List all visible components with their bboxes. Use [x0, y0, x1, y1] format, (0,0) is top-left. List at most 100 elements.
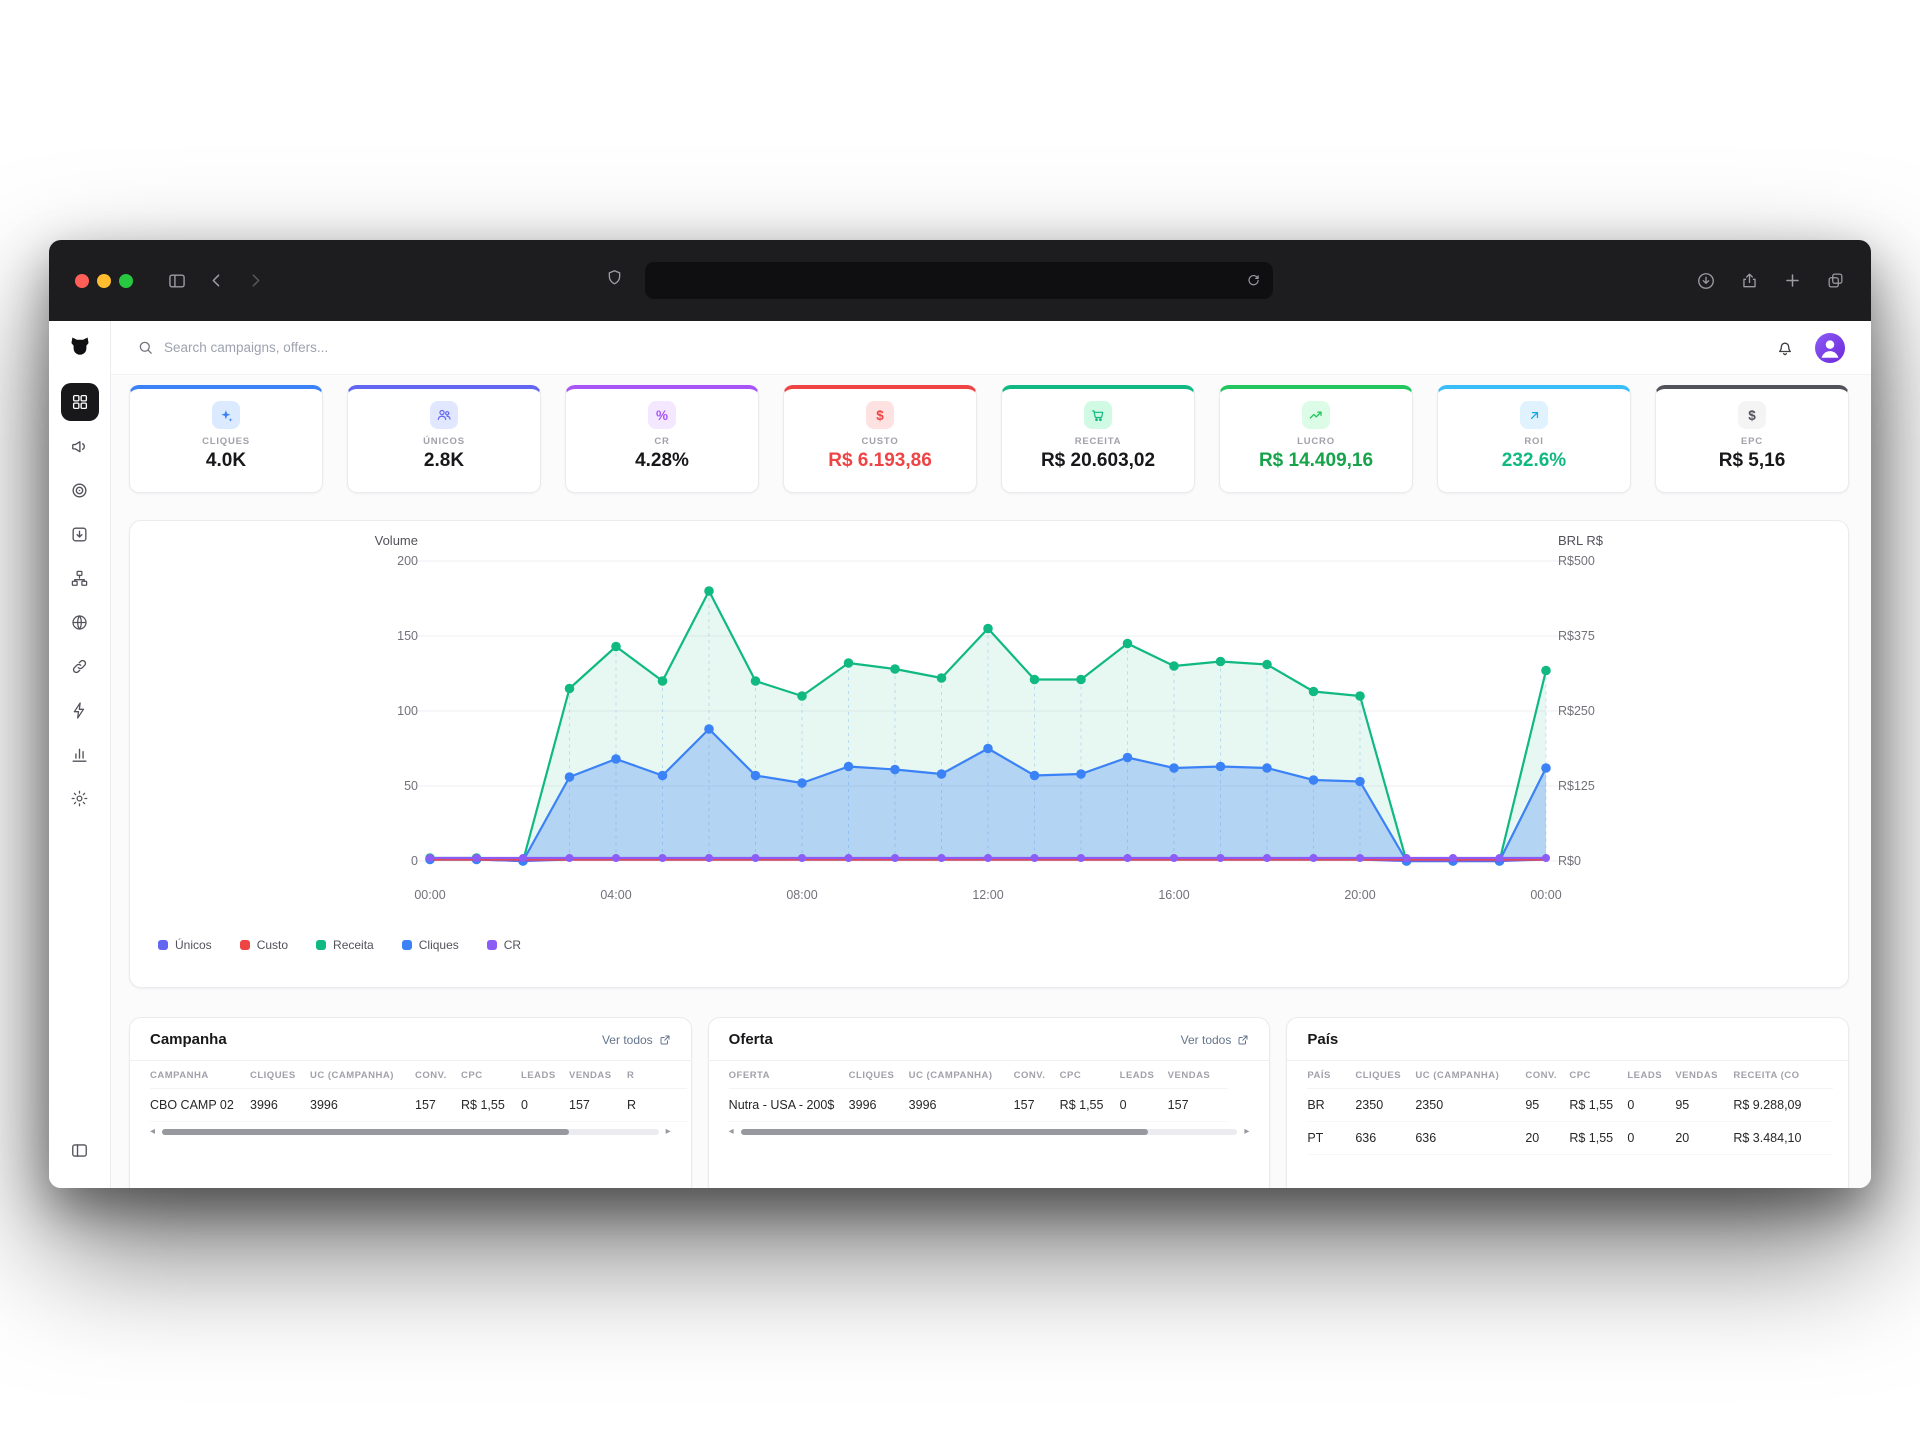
svg-text:0: 0	[411, 854, 418, 868]
view-all-link[interactable]: Ver todos	[602, 1033, 671, 1047]
share-icon[interactable]	[1740, 271, 1759, 290]
legend-item[interactable]: Custo	[239, 938, 289, 952]
table-cell: 95	[1525, 1088, 1570, 1122]
address-input[interactable]	[657, 273, 1246, 288]
kpi-label: LUCRO	[1297, 436, 1335, 447]
legend-label: Únicos	[175, 938, 212, 952]
table-cell: R$ 1,55	[1569, 1121, 1628, 1155]
table-cell: R$ 3.484,10	[1733, 1121, 1834, 1155]
column-header: VENDAS	[569, 1061, 627, 1089]
table-cell: 95	[1675, 1088, 1734, 1122]
svg-text:Volume: Volume	[375, 533, 418, 548]
sidebar-item-campaigns[interactable]	[61, 427, 99, 465]
avatar[interactable]	[1815, 332, 1845, 363]
kpi-label: EPC	[1741, 436, 1763, 447]
scrollbar-track[interactable]	[740, 1129, 1238, 1135]
legend-swatch	[239, 940, 250, 950]
scroll-left-arrow[interactable]: ◂	[150, 1126, 156, 1137]
table-cell: 0	[1627, 1088, 1676, 1122]
downloads-icon[interactable]	[1696, 271, 1716, 291]
kpi-card-custo: $ CUSTO R$ 6.193,86	[783, 385, 977, 493]
column-header: CPC	[1569, 1061, 1628, 1089]
grid-icon	[72, 394, 87, 410]
legend-swatch	[486, 940, 497, 950]
svg-text:08:00: 08:00	[786, 888, 817, 902]
sidebar-item-reports[interactable]	[61, 735, 99, 773]
dollar-icon: $	[1738, 401, 1766, 429]
column-header: CONV.	[415, 1061, 461, 1089]
svg-text:R$500: R$500	[1558, 554, 1595, 568]
sidebar-item-integrations[interactable]	[61, 515, 99, 553]
sidebar-item-tracking[interactable]	[61, 471, 99, 509]
table-cell: 2350	[1355, 1088, 1416, 1122]
reload-icon[interactable]	[1246, 273, 1261, 288]
browser-toolbar	[49, 240, 1871, 321]
line-chart: 0 R$0 50 R$125 100 R$250 150 R$375 200 R$500 Volum…	[150, 533, 1828, 918]
sidebar-item-domains[interactable]	[61, 603, 99, 641]
kpi-value: 4.0K	[205, 450, 247, 471]
dollar-icon: $	[866, 401, 894, 429]
sidebar-item-dashboard[interactable]	[60, 383, 99, 421]
search-input[interactable]	[164, 340, 464, 355]
sidebar-item-links[interactable]	[61, 647, 99, 685]
table-row[interactable]: CBO CAMP 02 3996 3996 157 R$ 1,55 0 157 R	[150, 1088, 687, 1122]
horizontal-scrollbar[interactable]: ◂ ▸	[130, 1122, 691, 1137]
kpi-row: CLIQUES 4.0K ÚNICOS 2.8K % CR 4.28% $	[129, 385, 1849, 493]
new-tab-icon[interactable]	[1783, 271, 1802, 290]
svg-text:R$125: R$125	[1558, 779, 1595, 793]
horizontal-scrollbar[interactable]: ◂ ▸	[709, 1122, 1270, 1137]
scroll-right-arrow[interactable]: ▸	[1244, 1126, 1250, 1137]
kpi-label: CUSTO	[861, 436, 899, 447]
external-link-icon	[1238, 1035, 1248, 1044]
legend-item[interactable]: Cliques	[401, 938, 459, 952]
privacy-shield-icon[interactable]	[605, 268, 624, 287]
table-row[interactable]: BR 2350 2350 95 R$ 1,55 0 95 R$ 9.288,09	[1307, 1088, 1834, 1122]
view-all-link[interactable]: Ver todos	[1181, 1033, 1250, 1047]
table-cell: 636	[1355, 1121, 1416, 1155]
kpi-label: ÚNICOS	[423, 436, 465, 447]
address-bar[interactable]	[645, 262, 1273, 299]
column-header: OFERTA	[728, 1061, 849, 1089]
dog-logo[interactable]	[67, 333, 93, 364]
zoom-window-button[interactable]	[119, 273, 133, 288]
scroll-left-arrow[interactable]: ◂	[728, 1126, 734, 1137]
kpi-value: 232.6%	[1501, 450, 1567, 471]
table-row[interactable]: PT 636 636 20 R$ 1,55 0 20 R$ 3.484,10	[1307, 1121, 1834, 1155]
legend-item[interactable]: Receita	[316, 938, 374, 952]
sidebar-item-structure[interactable]	[61, 559, 99, 597]
back-button[interactable]	[207, 271, 226, 290]
collapse-sidebar-icon[interactable]	[61, 1131, 99, 1169]
table-title: País	[1307, 1031, 1339, 1048]
legend-item[interactable]: CR	[486, 938, 521, 952]
app-topbar	[111, 321, 1871, 375]
sidebar-item-settings[interactable]	[61, 779, 99, 817]
sidebar-toggle-icon[interactable]	[167, 271, 187, 291]
tab-overview-icon[interactable]	[1826, 271, 1845, 290]
country-table-card: País PAÍS CLIQUES UC (CAMPANHA) CONV. CPC LEA…	[1286, 1017, 1850, 1188]
table-row[interactable]: Nutra - USA - 200$ 3996 3996 157 R$ 1,55 0 157	[728, 1088, 1228, 1122]
scrollbar-thumb[interactable]	[162, 1129, 570, 1135]
scrollbar-thumb[interactable]	[740, 1129, 1148, 1135]
table-cell: 2350	[1415, 1088, 1526, 1122]
column-header: RECEITA (CO	[1733, 1061, 1834, 1089]
kpi-label: ROI	[1524, 436, 1544, 447]
scrollbar-track[interactable]	[162, 1129, 659, 1135]
offer-table: OFERTA CLIQUES UC (CAMPANHA) CONV. CPC LEADS V…	[728, 1061, 1228, 1122]
country-table: PAÍS CLIQUES UC (CAMPANHA) CONV. CPC LEADS VEN…	[1307, 1061, 1834, 1155]
sidebar-item-automations[interactable]	[61, 691, 99, 729]
kpi-label: CLIQUES	[202, 436, 250, 447]
forward-button[interactable]	[246, 271, 265, 290]
column-header: VENDAS	[1675, 1061, 1734, 1089]
kpi-label: RECEITA	[1074, 436, 1122, 447]
column-header: PAÍS	[1307, 1061, 1356, 1089]
legend-label: Custo	[256, 938, 289, 952]
bell-icon[interactable]	[1775, 338, 1795, 358]
minimize-window-button[interactable]	[97, 273, 111, 288]
scroll-right-arrow[interactable]: ▸	[665, 1126, 671, 1137]
legend-item[interactable]: Únicos	[158, 938, 212, 952]
kpi-value: R$ 5,16	[1718, 450, 1786, 471]
svg-text:50: 50	[404, 779, 418, 793]
percent-icon: %	[648, 401, 676, 429]
close-window-button[interactable]	[75, 273, 89, 288]
column-header: R	[627, 1061, 687, 1089]
